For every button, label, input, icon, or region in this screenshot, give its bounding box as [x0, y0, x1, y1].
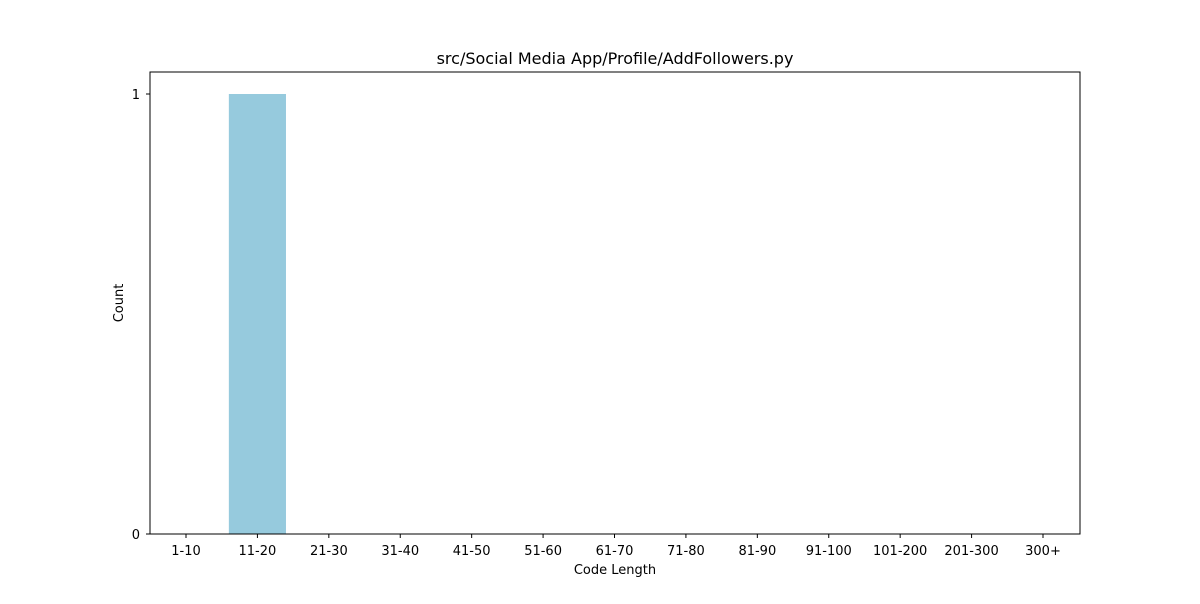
x-tick-label: 201-300 [944, 544, 998, 559]
y-tick-label: 1 [132, 88, 140, 103]
chart-title: src/Social Media App/Profile/AddFollower… [437, 49, 794, 68]
x-tick-label: 11-20 [239, 544, 277, 559]
y-tick-label: 0 [132, 528, 140, 543]
y-axis-label: Count [112, 284, 127, 323]
bars-group [228, 94, 286, 534]
x-tick-label: 51-60 [524, 544, 562, 559]
x-tick-label: 61-70 [596, 544, 634, 559]
x-tick-label: 81-90 [738, 544, 776, 559]
x-axis-label: Code Length [574, 563, 656, 578]
x-tick-label: 91-100 [806, 544, 852, 559]
plot-area-frame [149, 71, 1081, 535]
x-tick-label: 71-80 [667, 544, 705, 559]
x-tick-label: 1-10 [171, 544, 201, 559]
x-tick-label: 21-30 [310, 544, 348, 559]
x-tick-label: 31-40 [381, 544, 419, 559]
x-tick-label: 101-200 [873, 544, 927, 559]
x-tick-label: 41-50 [453, 544, 491, 559]
bar-11-20 [228, 94, 286, 534]
x-axis-ticks: 1-10 11-20 21-30 31-40 41-50 51-60 61-70 71-80 8… [171, 534, 1061, 559]
y-axis-ticks: 01 [132, 88, 150, 543]
x-tick-label: 300+ [1025, 544, 1061, 559]
